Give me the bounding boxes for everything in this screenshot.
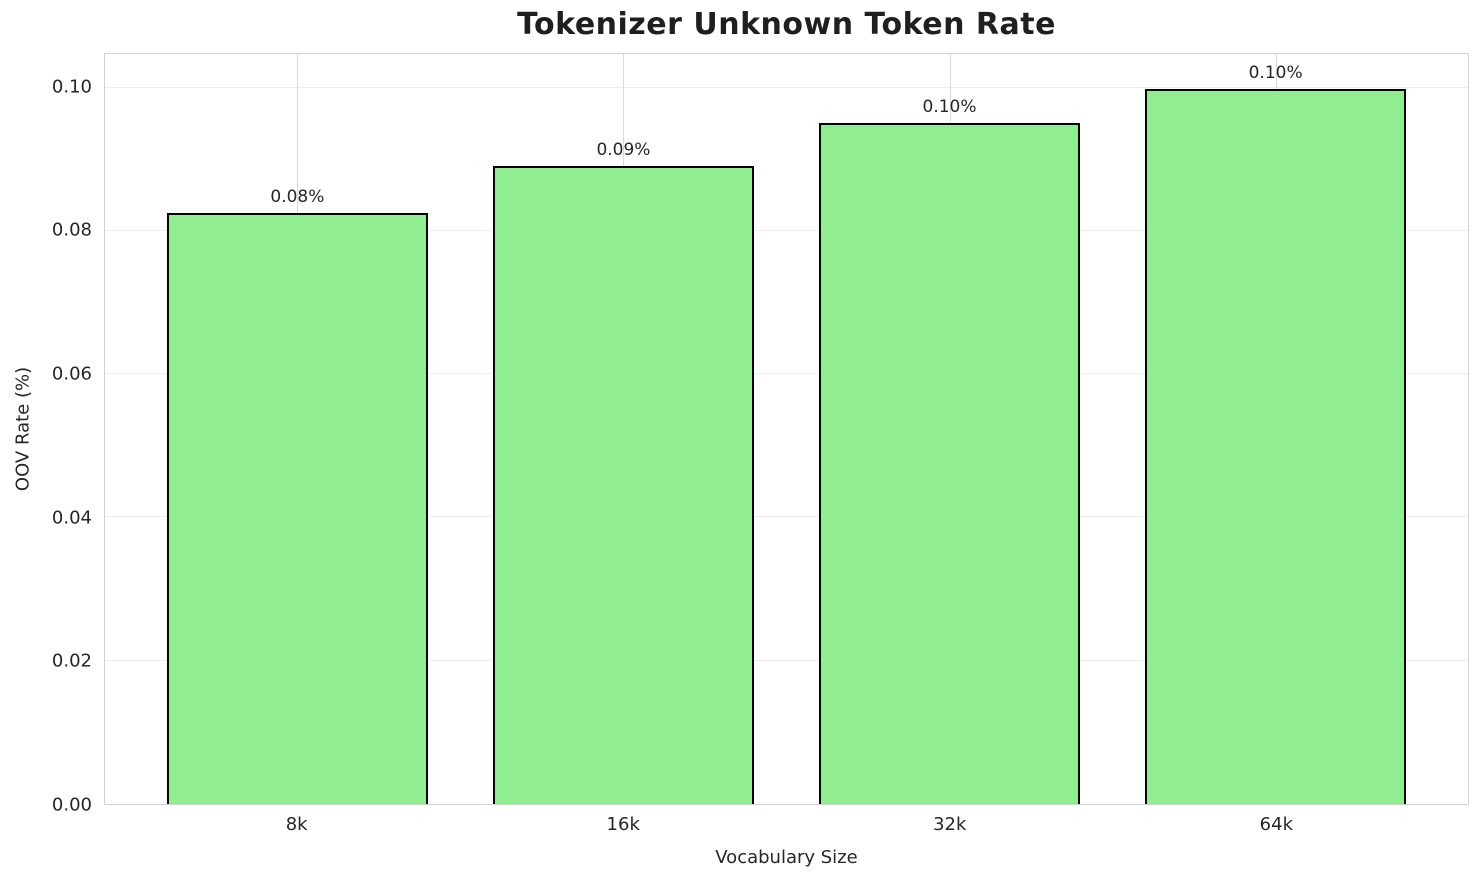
- plot-area: 0.08% 0.09% 0.10% 0.10%: [104, 53, 1469, 805]
- bar-value-label: 0.10%: [1248, 63, 1303, 84]
- y-tick-label: 0.06: [51, 363, 92, 385]
- x-tick-label: 32k: [933, 814, 967, 835]
- bar-value-label: 0.10%: [922, 97, 977, 118]
- x-tick-label: 64k: [1259, 814, 1293, 835]
- horizontal-gridline: [105, 659, 1468, 661]
- y-tick-label: 0.08: [51, 219, 92, 241]
- bar-value-label: 0.08%: [270, 187, 325, 208]
- bar-value-label: 0.09%: [596, 140, 651, 161]
- x-tick-label: 8k: [285, 814, 308, 835]
- horizontal-gridline: [105, 516, 1468, 518]
- y-tick-label: 0.10: [51, 76, 92, 98]
- y-tick-label: 0.02: [51, 650, 92, 672]
- chart-title: Tokenizer Unknown Token Rate: [517, 7, 1056, 42]
- bar-64k: [1145, 89, 1407, 804]
- horizontal-gridline: [105, 229, 1468, 231]
- horizontal-gridline: [105, 373, 1468, 375]
- x-tick-labels: 8k 16k 32k 64k: [104, 814, 1469, 840]
- y-tick-labels: 0.00 0.02 0.04 0.06 0.08 0.10: [0, 53, 92, 815]
- y-tick-label: 0.00: [51, 794, 92, 816]
- bar-8k: [166, 213, 428, 804]
- bar-16k: [493, 166, 754, 804]
- bar-32k: [819, 123, 1080, 804]
- x-axis-label: Vocabulary Size: [715, 847, 858, 868]
- horizontal-gridline: [105, 86, 1468, 88]
- x-tick-label: 16k: [606, 814, 640, 835]
- y-tick-label: 0.04: [51, 507, 92, 529]
